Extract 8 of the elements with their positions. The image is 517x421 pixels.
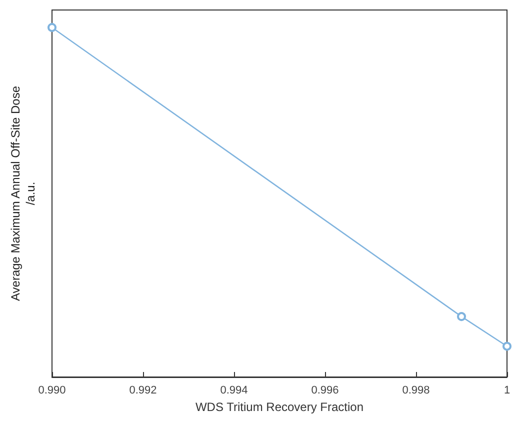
y-axis-title: Average Maximum Annual Off-Site Dose /a.u. bbox=[8, 86, 38, 301]
x-tick-label: 0.996 bbox=[311, 384, 339, 396]
x-tick-label: 1 bbox=[504, 384, 510, 396]
x-tick-label: 0.998 bbox=[402, 384, 430, 396]
x-tick-label: 0.994 bbox=[220, 384, 248, 396]
x-tick-label: 0.990 bbox=[38, 384, 66, 396]
x-axis-title: WDS Tritium Recovery Fraction bbox=[195, 400, 364, 414]
x-tick-label: 0.992 bbox=[129, 384, 157, 396]
